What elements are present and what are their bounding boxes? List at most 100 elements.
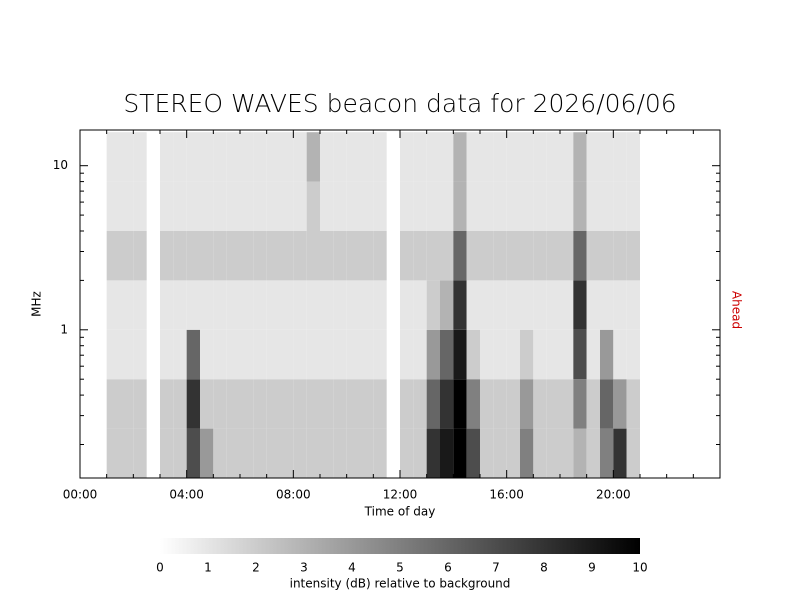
cell: [320, 329, 334, 380]
cell: [493, 329, 507, 380]
cell: [546, 181, 560, 231]
cell: [213, 379, 227, 429]
cell: [120, 230, 134, 281]
cell: [133, 181, 147, 231]
cell: [506, 181, 520, 231]
cell: [160, 428, 174, 478]
cell: [106, 280, 120, 330]
cell: [453, 379, 467, 429]
spectrogram: [106, 132, 640, 478]
cell: [493, 379, 507, 429]
cell: [573, 132, 587, 182]
cell: [560, 379, 574, 429]
cell: [346, 428, 360, 478]
cell: [400, 181, 414, 231]
cell: [626, 132, 640, 182]
cell: [226, 132, 240, 182]
cell: [213, 132, 227, 182]
spacecraft-label: Ahead: [730, 291, 744, 329]
cell: [120, 379, 134, 429]
cell: [226, 230, 240, 281]
cell: [586, 428, 600, 478]
x-tick-label: 08:00: [276, 488, 311, 502]
cell: [533, 280, 547, 330]
cell: [373, 230, 387, 281]
cell: [453, 329, 467, 380]
cell: [200, 230, 214, 281]
cell: [200, 379, 214, 429]
cell: [493, 181, 507, 231]
cell: [586, 132, 600, 182]
cell: [213, 329, 227, 380]
cell: [253, 280, 267, 330]
cell: [213, 428, 227, 478]
cell: [506, 379, 520, 429]
cell: [573, 181, 587, 231]
cell: [200, 428, 214, 478]
x-tick-label: 00:00: [63, 488, 98, 502]
cell: [173, 230, 187, 281]
cell: [186, 181, 200, 231]
cell: [413, 132, 427, 182]
cell: [306, 428, 320, 478]
cell: [240, 379, 254, 429]
cell: [453, 428, 467, 478]
cell: [240, 181, 254, 231]
cell: [573, 230, 587, 281]
cell: [293, 379, 307, 429]
colorbar-tick-label: 0: [156, 561, 164, 575]
x-tick-label: 20:00: [596, 488, 631, 502]
cell: [226, 428, 240, 478]
cell: [226, 181, 240, 231]
cell: [253, 329, 267, 380]
cell: [453, 132, 467, 182]
cell: [133, 280, 147, 330]
y-tick-label: 1: [60, 322, 68, 336]
cell: [120, 428, 134, 478]
cell: [186, 329, 200, 380]
cell: [480, 280, 494, 330]
cell: [413, 181, 427, 231]
cell: [360, 280, 374, 330]
colorbar-tick-label: 6: [444, 561, 452, 575]
cell: [160, 230, 174, 281]
cell: [200, 132, 214, 182]
cell: [440, 428, 454, 478]
cell: [586, 230, 600, 281]
cell: [626, 428, 640, 478]
cell: [346, 329, 360, 380]
cell: [400, 329, 414, 380]
cell: [106, 329, 120, 380]
cell: [186, 379, 200, 429]
cell: [546, 230, 560, 281]
cell: [613, 230, 627, 281]
cell: [440, 379, 454, 429]
cell: [560, 428, 574, 478]
cell: [240, 329, 254, 380]
cell: [346, 181, 360, 231]
cell: [186, 132, 200, 182]
cell: [280, 181, 294, 231]
cell: [280, 230, 294, 281]
cell: [546, 428, 560, 478]
cell: [306, 379, 320, 429]
cell: [626, 280, 640, 330]
cell: [293, 181, 307, 231]
cell: [360, 230, 374, 281]
cell: [426, 329, 440, 380]
cell: [520, 230, 534, 281]
cell: [333, 132, 347, 182]
y-axis-label: MHz: [30, 291, 44, 317]
cell: [373, 181, 387, 231]
cell: [560, 329, 574, 380]
cell: [440, 132, 454, 182]
cell: [493, 230, 507, 281]
cell: [600, 132, 614, 182]
cell: [480, 181, 494, 231]
cell: [346, 280, 360, 330]
cell: [613, 132, 627, 182]
colorbar-tick-label: 2: [252, 561, 260, 575]
cell: [520, 181, 534, 231]
cell: [426, 428, 440, 478]
x-tick-label: 04:00: [169, 488, 204, 502]
